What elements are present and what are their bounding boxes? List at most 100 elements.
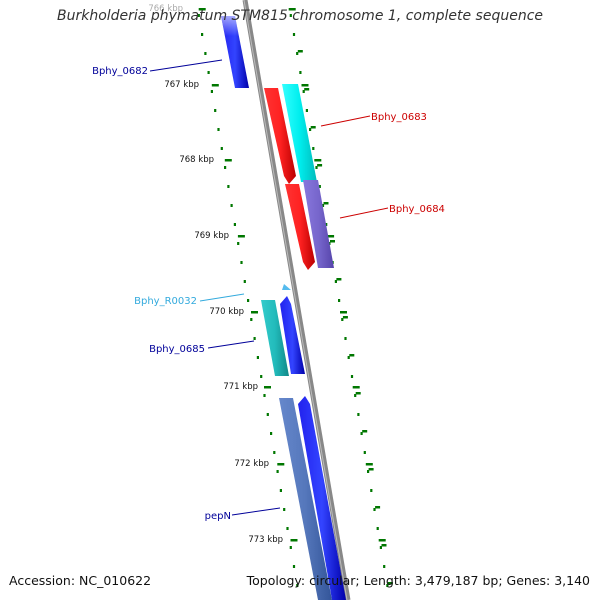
tick-major-left xyxy=(264,386,271,389)
tick-major-right xyxy=(327,235,335,238)
track-dot-left xyxy=(253,337,256,340)
track-dot-left xyxy=(260,375,263,378)
track-dot-left xyxy=(214,109,217,112)
track-dot-right xyxy=(334,280,337,283)
track-dot-right xyxy=(338,299,341,302)
tick-minor-right xyxy=(336,278,342,281)
track-dot-left xyxy=(292,565,296,568)
tick-label-768: 768 kbp xyxy=(179,155,214,165)
tick-minor-right xyxy=(342,316,348,319)
tick-major-left xyxy=(211,84,219,87)
track-dot-right xyxy=(386,584,389,587)
leader-pepn xyxy=(231,507,281,516)
tick-label-772: 772 kbp xyxy=(234,459,269,469)
tick-minor-right xyxy=(362,430,368,433)
track-dot-left xyxy=(276,470,279,473)
track-dot-right xyxy=(370,489,373,492)
track-dot-left xyxy=(210,90,213,93)
track-dot-right xyxy=(302,90,305,93)
track-dot-right xyxy=(296,52,299,55)
gene-label-bphy-0684[interactable]: Bphy_0684 xyxy=(389,204,445,215)
track-dot-right xyxy=(347,356,350,359)
leader-bphy-0683 xyxy=(320,115,371,127)
tick-minor-right xyxy=(323,202,329,205)
track-dot-left xyxy=(296,584,299,587)
track-dot-left xyxy=(240,261,243,264)
gene-bphy-0683-cyan-shape[interactable] xyxy=(282,84,317,182)
gene-bphy-0684-purple-shape[interactable] xyxy=(303,180,334,268)
track-dot-right xyxy=(321,204,325,207)
backbone-highlight xyxy=(243,0,348,600)
track-dot-left xyxy=(230,204,233,207)
tick-label-773: 773 kbp xyxy=(248,535,283,545)
gene-bphy-0684[interactable] xyxy=(285,180,334,270)
gene-label-bphy-r0032[interactable]: Bphy_R0032 xyxy=(134,296,197,307)
tick-label-769: 769 kbp xyxy=(194,231,229,241)
track-dot-left xyxy=(220,147,223,150)
track-dot-left xyxy=(250,318,253,321)
track-dot-left xyxy=(273,451,276,454)
tick-marks xyxy=(198,8,393,585)
gene-pepn-blue-shape[interactable] xyxy=(298,396,346,600)
tick-label-770: 770 kbp xyxy=(209,307,244,317)
map-title: Burkholderia phymatum STM815 chromosome … xyxy=(56,8,543,24)
track-dot-right xyxy=(344,337,347,340)
track-dot-right xyxy=(357,413,360,416)
track-dot-right xyxy=(299,71,302,74)
gene-bphy-r0032-shape[interactable] xyxy=(282,284,291,290)
gene-label-bphy-0682[interactable]: Bphy_0682 xyxy=(92,66,148,77)
track-dot-left xyxy=(247,299,250,302)
gene-label-pepn[interactable]: pepN xyxy=(205,511,231,522)
leader-bphy-0684 xyxy=(339,207,389,219)
track-dot-right xyxy=(363,451,366,454)
track-dot-right xyxy=(289,14,292,17)
gene-label-bphy-0685[interactable]: Bphy_0685 xyxy=(149,344,205,355)
track-dot-left xyxy=(207,71,210,74)
gene-bphy-0685[interactable] xyxy=(261,296,305,376)
tick-minor-right xyxy=(304,88,310,91)
track-dot-right xyxy=(383,565,386,568)
accession-text: Accession: NC_010622 xyxy=(9,573,152,588)
gene-pepn-steel-shape[interactable] xyxy=(279,398,332,600)
gene-bphy-0684-red-shape[interactable] xyxy=(285,184,315,270)
tick-major-left xyxy=(198,8,206,11)
track-dot-left xyxy=(217,128,220,131)
track-dot-left xyxy=(227,185,230,188)
track-dot-right xyxy=(379,546,382,549)
track-dot-right xyxy=(325,223,328,226)
track-band xyxy=(198,10,390,600)
tick-minor-right xyxy=(310,126,316,129)
gene-label-bphy-0683[interactable]: Bphy_0683 xyxy=(371,112,427,123)
tick-minor-right xyxy=(355,392,361,395)
gene-bphy-0685-blue-shape[interactable] xyxy=(280,296,305,374)
track-dot-right xyxy=(376,527,379,530)
tick-major-right xyxy=(340,311,347,314)
tick-label-771: 771 kbp xyxy=(223,382,258,392)
track-dot-left xyxy=(201,33,204,36)
backbone-line xyxy=(242,0,351,600)
gene-bphy-0685-teal-shape[interactable] xyxy=(261,300,289,376)
track-dot-left xyxy=(256,356,259,359)
track-dot-left xyxy=(270,432,273,435)
tick-major-right xyxy=(378,539,386,542)
gene-bphy-0682-fade xyxy=(221,16,239,36)
track-dot-left xyxy=(263,394,266,397)
tick-minor-right xyxy=(381,544,387,547)
gene-bphy-0682[interactable] xyxy=(221,16,249,88)
gene-bphy-0683[interactable] xyxy=(264,84,317,184)
gene-bphy-0683-red-shape[interactable] xyxy=(264,88,296,184)
track-dot-right xyxy=(292,33,296,36)
tick-minor-right xyxy=(387,582,393,585)
tick-major-left xyxy=(237,235,245,238)
track-dot-left xyxy=(243,280,246,283)
track-dot-left xyxy=(279,489,282,492)
track-dot-left xyxy=(289,546,292,549)
track-dot-right xyxy=(367,470,370,473)
gene-pepn[interactable] xyxy=(279,396,346,600)
tick-minor-right xyxy=(349,354,355,357)
track-dot-left xyxy=(204,52,207,55)
tick-major-left xyxy=(277,463,285,466)
track-dot-left xyxy=(283,508,286,511)
gene-bphy-r0032[interactable] xyxy=(282,284,291,290)
